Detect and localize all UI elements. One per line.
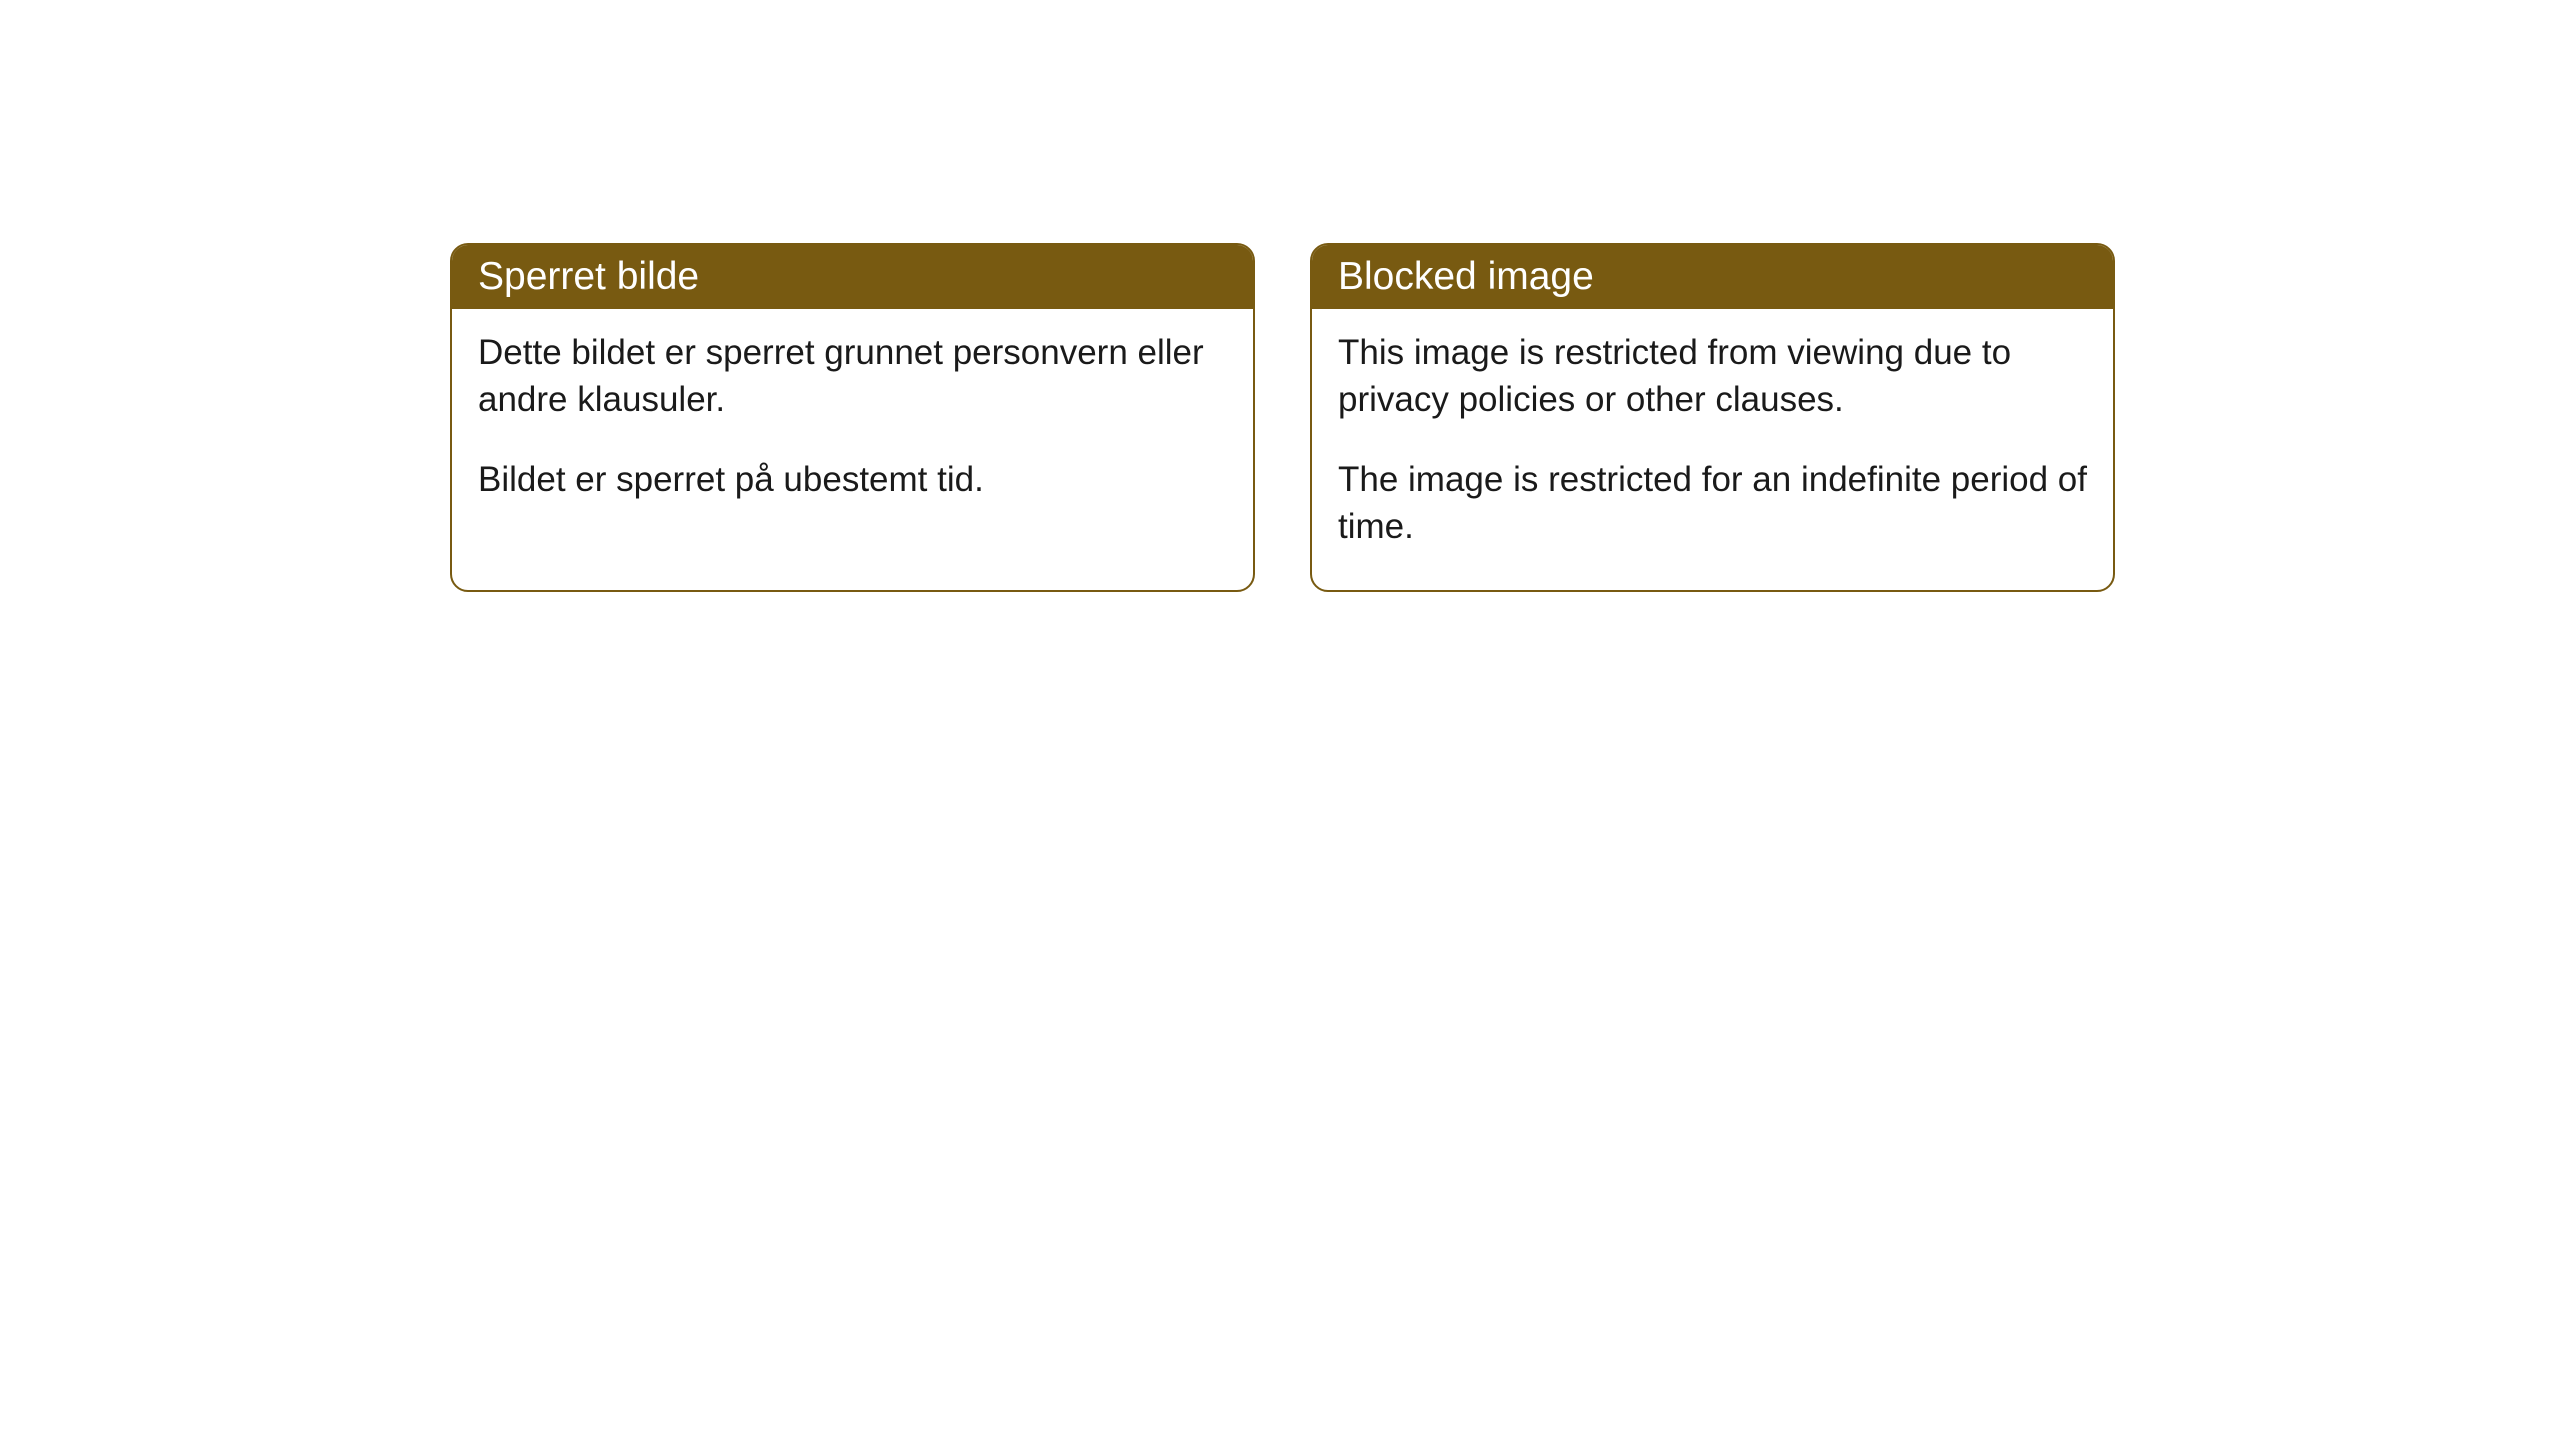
card-english: Blocked image This image is restricted f… [1310, 243, 2115, 592]
card-norwegian: Sperret bilde Dette bildet er sperret gr… [450, 243, 1255, 592]
card-header-english: Blocked image [1312, 245, 2113, 309]
card-text-paragraph: Dette bildet er sperret grunnet personve… [478, 329, 1227, 424]
cards-container: Sperret bilde Dette bildet er sperret gr… [450, 243, 2115, 592]
card-body-english: This image is restricted from viewing du… [1312, 309, 2113, 590]
card-text-paragraph: This image is restricted from viewing du… [1338, 329, 2087, 424]
card-text-paragraph: The image is restricted for an indefinit… [1338, 456, 2087, 551]
card-text-paragraph: Bildet er sperret på ubestemt tid. [478, 456, 1227, 503]
card-body-norwegian: Dette bildet er sperret grunnet personve… [452, 309, 1253, 543]
card-header-norwegian: Sperret bilde [452, 245, 1253, 309]
